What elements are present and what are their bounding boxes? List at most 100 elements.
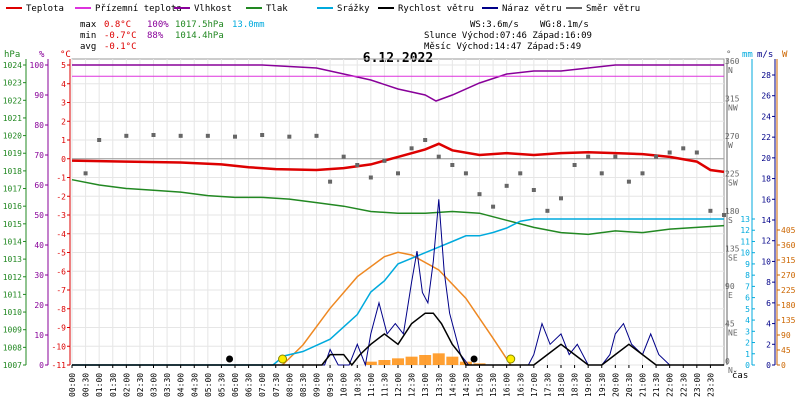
wind-direction-point: [97, 138, 102, 142]
x-tick-label: 02:30: [136, 373, 145, 397]
x-tick-label: 04:30: [190, 373, 199, 397]
rain-tick-label: 6: [745, 294, 750, 303]
solar-spike-bar: [364, 361, 377, 365]
grid: [71, 59, 724, 366]
x-tick-label: 17:30: [543, 373, 552, 397]
direction-tick-label: 90: [725, 282, 735, 291]
solar-tick-label: 180: [781, 301, 796, 310]
stats-max-rain: 13.0mm: [232, 20, 265, 30]
x-tick-label: 16:00: [503, 373, 512, 397]
legend-label: Teplota: [26, 4, 64, 14]
x-tick-label: 04:00: [177, 373, 186, 397]
x-axis: 00:00 00:30 01:00 01:30 02:00 02:30 03:00 03:30…: [68, 365, 715, 397]
wind-direction-point: [504, 183, 509, 188]
wind-axis-unit: m/s: [757, 50, 773, 60]
pressure-tick-label: 1015: [3, 220, 22, 229]
solar-spike-bar: [378, 360, 391, 365]
stats-wg: WG:8.1m/s: [540, 20, 589, 30]
wind-tick-label: 0: [766, 361, 771, 370]
solar-tick-label: 90: [781, 331, 791, 340]
wind-tick-label: 14: [761, 216, 771, 225]
humidity-tick-label: 90: [34, 91, 44, 100]
temperature-tick-label: -8: [56, 305, 66, 314]
wind-direction-point: [477, 192, 482, 197]
x-tick-label: 21:00: [639, 373, 648, 397]
wind-direction-point: [450, 163, 455, 167]
x-tick-label: 01:30: [109, 373, 118, 397]
pressure-tick-label: 1008: [3, 343, 22, 352]
wind-direction-point: [233, 134, 237, 139]
humidity-tick-label: 10: [34, 331, 44, 340]
x-tick-label: 21:30: [652, 373, 661, 397]
wind-direction-point: [708, 208, 713, 213]
x-tick-label: 22:00: [666, 373, 675, 397]
wind-tick-label: 4: [766, 320, 771, 329]
stats-max-hum: 100%: [147, 20, 169, 30]
pressure-line: [71, 178, 725, 236]
humidity-tick-label: 30: [34, 271, 44, 280]
solar-spike-bar: [405, 356, 418, 365]
stats-min-label: min: [80, 31, 96, 41]
wind-direction-point: [314, 133, 319, 138]
rain-tick-label: 12: [740, 226, 750, 235]
humidity-tick-label: 40: [34, 241, 44, 250]
x-tick-label: 15:30: [489, 373, 498, 397]
stats-min-press: 1014.4hPa: [175, 31, 224, 41]
wind-direction-point: [355, 163, 360, 167]
temperature-tick-label: -7: [56, 286, 66, 295]
legend: Teplota Přízemní teplota Vlhkost Tlak Srážky…: [6, 4, 640, 14]
direction-tick-label: 45: [725, 320, 735, 329]
legend-label: Náraz větru: [502, 4, 562, 14]
direction-compass-label: SW: [728, 179, 738, 188]
humidity-line: [72, 64, 724, 102]
stats-avg-temp: -0.1°C: [104, 42, 137, 52]
pressure-tick-label: 1009: [3, 326, 22, 335]
wind-tick-label: 18: [761, 175, 771, 184]
rain-tick-label: 5: [745, 305, 750, 314]
x-tick-label: 20:30: [625, 373, 634, 397]
x-tick-label: 05:30: [217, 373, 226, 397]
humidity-tick-label: 80: [34, 121, 44, 130]
x-tick-label: 11:00: [367, 373, 376, 397]
x-tick-label: 19:30: [598, 373, 607, 397]
wind-tick-label: 8: [766, 278, 771, 287]
rain-line: [72, 218, 724, 366]
wind-direction-point: [545, 208, 550, 213]
stats-moon: Měsíc Východ:14:47 Západ:5:49: [424, 42, 581, 52]
wind-direction-point: [368, 175, 373, 180]
stats-max-temp: 0.8°C: [104, 20, 131, 30]
humidity-tick-label: 20: [34, 301, 44, 310]
humidity-tick-label: 50: [34, 211, 44, 220]
x-tick-label: 11:30: [380, 373, 389, 397]
wind-tick-label: 20: [761, 154, 771, 163]
direction-tick-label: 180: [725, 207, 740, 216]
legend-label: Srážky: [337, 4, 370, 14]
legend-label: Přízemní teplota: [95, 4, 182, 14]
pressure-tick-label: 1018: [3, 167, 22, 176]
temperature-tick-label: -1: [56, 174, 66, 183]
rain-tick-label: 11: [740, 237, 750, 246]
stats-ws: WS:3.6m/s: [470, 20, 519, 30]
legend-label: Vlhkost: [194, 4, 232, 14]
solar-tick-label: 405: [781, 226, 796, 235]
x-tick-label: 23:00: [693, 373, 702, 397]
wind-tick-label: 2: [766, 340, 771, 349]
temperature-tick-label: -10: [52, 342, 67, 351]
humidity-tick-label: 70: [34, 151, 44, 160]
wind-tick-label: 12: [761, 237, 771, 246]
direction-compass-label: E: [728, 291, 733, 300]
direction-tick-label: 0: [725, 357, 730, 366]
humidity-tick-label: 0: [39, 361, 44, 370]
solar-spike-bar: [419, 355, 432, 365]
x-tick-label: 22:30: [679, 373, 688, 397]
rain-tick-label: 0: [745, 361, 750, 370]
direction-compass-label: N: [728, 366, 733, 375]
wind-direction-point: [640, 171, 645, 176]
wind-direction-point: [681, 146, 686, 151]
temperature-tick-label: 3: [61, 99, 66, 108]
wind-tick-label: 6: [766, 299, 771, 308]
x-tick-label: 23:30: [706, 373, 715, 397]
direction-tick-label: 360: [725, 57, 740, 66]
wind-direction-point: [626, 179, 631, 184]
x-tick-label: 19:00: [584, 373, 593, 397]
